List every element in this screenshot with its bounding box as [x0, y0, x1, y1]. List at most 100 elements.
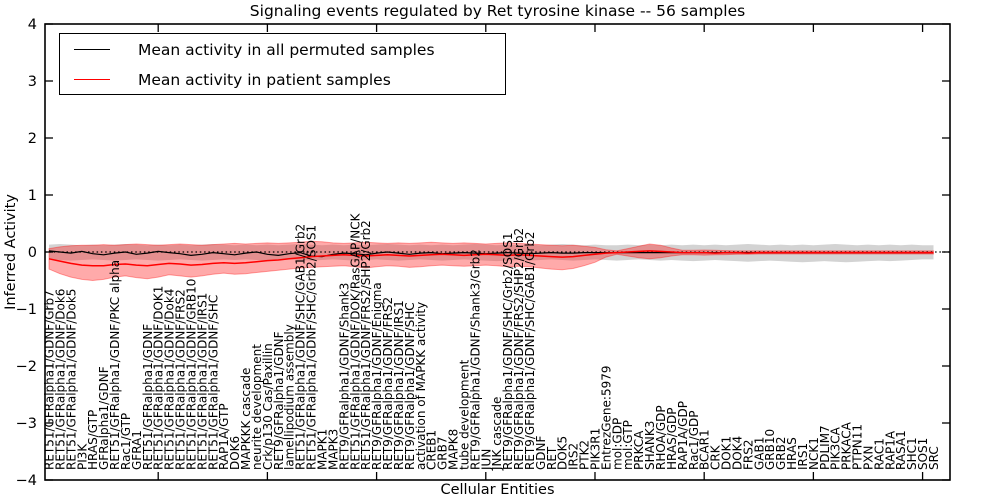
svg-text:HRAS/GTP: HRAS/GTP — [86, 410, 100, 470]
svg-text:−1: −1 — [16, 302, 37, 318]
svg-text:RET51/GFRalpha1/GDNF: RET51/GFRalpha1/GDNF — [141, 324, 155, 470]
svg-text:lamellipodium assembly: lamellipodium assembly — [283, 324, 297, 470]
svg-text:CREB1: CREB1 — [425, 430, 439, 470]
chart-title: Signaling events regulated by Ret tyrosi… — [249, 2, 746, 20]
svg-text:RET51/GFRalpha1/GDNF/IRS1: RET51/GFRalpha1/GDNF/IRS1 — [195, 293, 209, 470]
svg-text:GFRalpha1/GDNF: GFRalpha1/GDNF — [97, 366, 111, 470]
svg-text:PTPN11: PTPN11 — [851, 424, 865, 470]
svg-text:RET9/GFRalpha1/GDNF/IRS1: RET9/GFRalpha1/GDNF/IRS1 — [392, 300, 406, 470]
svg-text:−3: −3 — [16, 416, 37, 432]
svg-text:Rac1/GDP: Rac1/GDP — [687, 411, 701, 470]
svg-text:RAC1: RAC1 — [872, 438, 886, 470]
svg-text:MAPK1: MAPK1 — [316, 429, 330, 470]
svg-text:4: 4 — [28, 17, 37, 33]
svg-text:MAPK3: MAPK3 — [326, 429, 340, 470]
svg-text:RASA1: RASA1 — [894, 430, 908, 470]
svg-text:GAB1: GAB1 — [752, 437, 766, 470]
svg-text:0: 0 — [28, 245, 37, 261]
y-axis-label: Inferred Activity — [3, 194, 19, 310]
svg-text:PRKACA: PRKACA — [840, 421, 854, 470]
legend-item-patient: Mean activity in patient samples — [60, 65, 505, 94]
x-axis-ticks — [157, 24, 924, 480]
x-category-labels: RET51/GFRalpha1/GDNF/Grb7RET51/GFRalpha1… — [43, 212, 942, 471]
svg-text:PRKCA: PRKCA — [632, 430, 646, 470]
legend-item-permuted: Mean activity in all permuted samples — [60, 35, 505, 64]
svg-text:DOK6: DOK6 — [228, 436, 242, 470]
svg-text:SRC: SRC — [927, 446, 941, 470]
svg-text:GRB10: GRB10 — [763, 429, 777, 470]
svg-text:CRK: CRK — [709, 444, 723, 470]
svg-text:RET9/GFRalpha1/GDNF/SHC/GAB1/G: RET9/GFRalpha1/GDNF/SHC/GAB1/Grb2 — [523, 231, 537, 470]
svg-text:Rac1/GTP: Rac1/GTP — [119, 413, 133, 470]
svg-text:PXN: PXN — [862, 446, 876, 470]
svg-text:NCK1: NCK1 — [807, 437, 821, 470]
svg-text:3: 3 — [28, 74, 37, 90]
svg-text:tube development: tube development — [458, 359, 472, 470]
svg-text:RHOA/GDP: RHOA/GDP — [654, 405, 668, 470]
svg-text:RET51/GFRalpha1/GDNF/DOK1: RET51/GFRalpha1/GDNF/DOK1 — [152, 286, 166, 470]
svg-text:Crk/p130 Cas/Paxillin: Crk/p130 Cas/Paxillin — [261, 343, 275, 470]
svg-text:SOS1: SOS1 — [916, 438, 930, 470]
svg-text:RET51/GFRalpha1/GDNF/GRB10: RET51/GFRalpha1/GDNF/GRB10 — [185, 279, 199, 470]
svg-text:GFRA1: GFRA1 — [130, 430, 144, 470]
svg-text:RET51/GFRalpha1/GDNF/FRS2/SHP2: RET51/GFRalpha1/GDNF/FRS2/SHP2/Grb2 — [359, 220, 373, 470]
svg-text:MAPK8: MAPK8 — [447, 429, 461, 470]
svg-text:RET51/GFRalpha1/GDNF/SHC/Grb2/: RET51/GFRalpha1/GDNF/SHC/Grb2/SOS1 — [305, 225, 319, 470]
svg-text:RET9/GFRalpha1/GDNF/Shank3/Grb: RET9/GFRalpha1/GDNF/Shank3/Grb2 — [468, 249, 482, 470]
svg-text:DOK4: DOK4 — [730, 436, 744, 470]
svg-text:RET9/GFRalpha1/GDNF: RET9/GFRalpha1/GDNF — [272, 331, 286, 470]
svg-text:PTK2: PTK2 — [578, 440, 592, 470]
svg-text:mol:GDP: mol:GDP — [610, 418, 624, 470]
x-axis-label: Cellular Entities — [440, 482, 555, 498]
svg-text:RET51/GFRalpha1/GDNF/PKC alpha: RET51/GFRalpha1/GDNF/PKC alpha — [108, 260, 122, 470]
y-axis-ticks: 4 3 2 1 0 −1 −2 −3 −4 — [16, 17, 950, 489]
svg-text:RET9/GFRalpha1/GDNF/SHC/Grb2/S: RET9/GFRalpha1/GDNF/SHC/Grb2/SOS1 — [501, 232, 515, 470]
svg-text:RET51/GFRalpha1/GDNF/DOK/RasGA: RET51/GFRalpha1/GDNF/DOK/RasGAP/NCK — [348, 212, 362, 470]
svg-text:RET51/GFRalpha1/GDNF/Dok6: RET51/GFRalpha1/GDNF/Dok6 — [53, 289, 67, 470]
svg-text:RET9/GFRalpha1/GDNF/Enigma: RET9/GFRalpha1/GDNF/Enigma — [370, 282, 384, 470]
svg-text:RET51/GFRalpha1/GDNF/SHC: RET51/GFRalpha1/GDNF/SHC — [206, 295, 220, 470]
svg-text:RET: RET — [545, 446, 559, 470]
svg-text:RET51/GFRalpha1/GDNF/Dok4: RET51/GFRalpha1/GDNF/Dok4 — [163, 289, 177, 470]
svg-text:RET9/GFRalpha1/GDNF/Shank3: RET9/GFRalpha1/GDNF/Shank3 — [337, 283, 351, 470]
svg-text:RET51/GFRalpha1/GDNF/FRS2: RET51/GFRalpha1/GDNF/FRS2 — [174, 289, 188, 470]
svg-text:GRB7: GRB7 — [436, 436, 450, 470]
svg-text:RET51/GFRalpha1/GDNF/Grb7: RET51/GFRalpha1/GDNF/Grb7 — [43, 290, 57, 470]
svg-text:IRS1: IRS1 — [796, 443, 810, 470]
svg-text:PDLIM7: PDLIM7 — [818, 425, 832, 470]
svg-text:GRB2: GRB2 — [774, 436, 788, 470]
patient-line-swatch — [74, 79, 110, 80]
svg-text:−2: −2 — [16, 359, 37, 375]
svg-text:PIK3R1: PIK3R1 — [589, 428, 603, 470]
svg-text:mol:GTP: mol:GTP — [621, 420, 635, 470]
svg-text:PIK3CA: PIK3CA — [829, 426, 843, 470]
svg-text:activation of MAPKK activity: activation of MAPKK activity — [414, 302, 428, 470]
svg-text:neurite development: neurite development — [250, 344, 264, 470]
svg-text:JNK cascade: JNK cascade — [490, 397, 504, 471]
svg-text:RET51/GFRalpha1/GDNF/Dok5: RET51/GFRalpha1/GDNF/Dok5 — [64, 289, 78, 470]
svg-text:MAPKKK cascade: MAPKKK cascade — [239, 368, 253, 470]
svg-text:DOK1: DOK1 — [720, 436, 734, 470]
svg-text:RET9/GFRalpha1/GDNF/FRS2/SHP2/: RET9/GFRalpha1/GDNF/FRS2/SHP2/Grb2 — [512, 228, 526, 470]
svg-text:RAP1A/GTP: RAP1A/GTP — [217, 403, 231, 470]
svg-text:DOK5: DOK5 — [556, 436, 570, 470]
svg-text:JUN: JUN — [479, 449, 493, 471]
svg-text:GDNF: GDNF — [534, 435, 548, 470]
permuted-line-swatch — [74, 49, 110, 50]
svg-text:SHANK3: SHANK3 — [643, 421, 657, 470]
svg-text:HRAS: HRAS — [785, 437, 799, 470]
svg-text:RET9/GFRalpha1/GDNF/FRS2: RET9/GFRalpha1/GDNF/FRS2 — [381, 297, 395, 470]
svg-text:PI3K: PI3K — [75, 443, 89, 470]
svg-text:BCAR1: BCAR1 — [698, 429, 712, 470]
svg-text:RAP1A/GDP: RAP1A/GDP — [676, 401, 690, 470]
svg-text:EntrezGene:5979: EntrezGene:5979 — [599, 366, 613, 471]
svg-text:−4: −4 — [16, 473, 37, 489]
svg-text:1: 1 — [28, 188, 37, 204]
patient-std-band — [48, 240, 934, 282]
svg-text:RAP1A: RAP1A — [883, 430, 897, 470]
legend-label-patient: Mean activity in patient samples — [138, 70, 391, 89]
svg-text:RET51/GFRalpha1/GDNF/SHC/GAB1/: RET51/GFRalpha1/GDNF/SHC/GAB1/Grb2 — [294, 224, 308, 470]
svg-text:IRS2: IRS2 — [567, 443, 581, 470]
